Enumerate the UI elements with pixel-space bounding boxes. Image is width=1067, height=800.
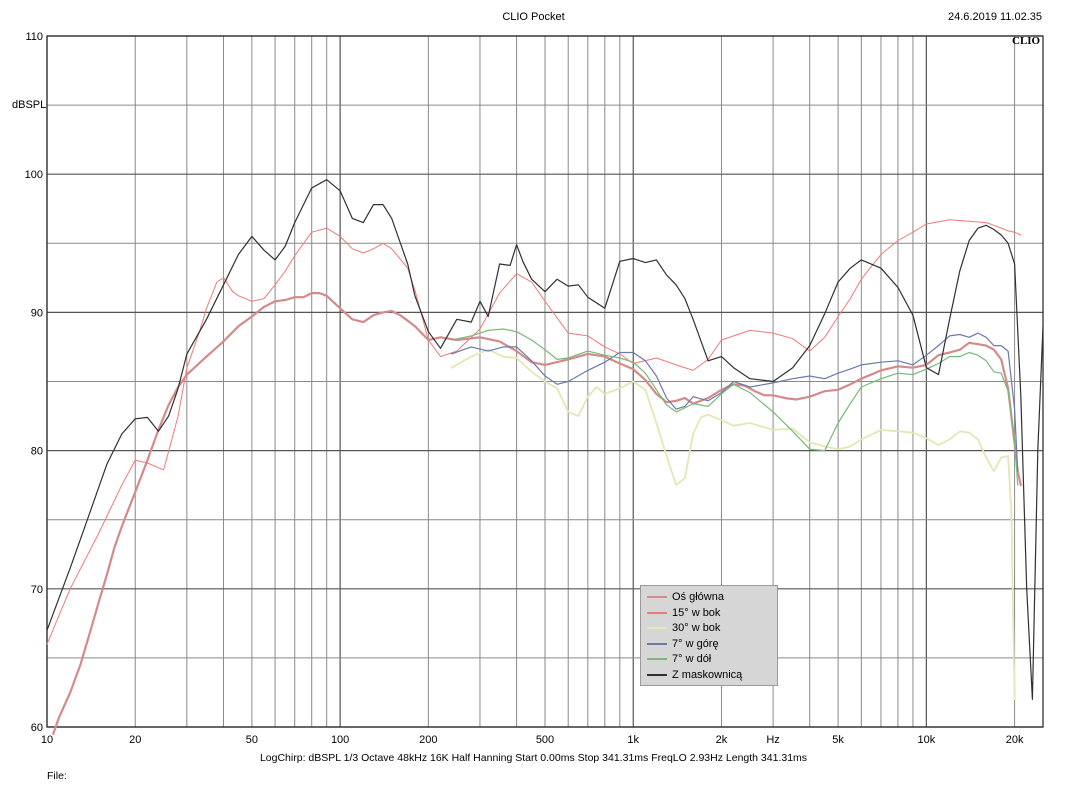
x-tick-label: 100 xyxy=(331,734,349,746)
legend-label: Oś główna xyxy=(672,591,724,603)
legend-swatch xyxy=(647,658,667,660)
legend-item: Z maskownicą xyxy=(647,668,742,682)
file-label: File: xyxy=(47,770,67,782)
y-tick-label: 80 xyxy=(31,446,43,458)
series-line-6 xyxy=(46,179,1044,701)
chart-legend: Oś główna 15° w bok 30° w bok 7° w górę 7° w… xyxy=(640,585,778,686)
legend-label: 7° w dół xyxy=(672,653,712,665)
legend-label: 30° w bok xyxy=(672,622,721,634)
legend-label: 15° w bok xyxy=(672,606,721,619)
x-tick-label: 1k xyxy=(627,734,639,746)
legend-swatch xyxy=(647,627,667,629)
legend-item: Oś główna xyxy=(647,590,724,604)
x-tick-label: 10k xyxy=(917,734,935,746)
y-tick-label: 60 xyxy=(31,722,43,734)
y-tick-label: 110 xyxy=(25,31,43,43)
series-line-3 xyxy=(450,348,1016,701)
clio-logo: CLIO xyxy=(1012,35,1041,47)
plot-frame xyxy=(46,35,1044,728)
legend-swatch xyxy=(647,611,667,614)
series-line-1 xyxy=(52,292,1022,736)
legend-swatch xyxy=(647,642,667,645)
x-tick-label: 20 xyxy=(129,734,141,746)
x-tick-label: 50 xyxy=(246,734,258,746)
legend-label: 7° w górę xyxy=(672,637,719,650)
legend-item: 7° w dół xyxy=(647,652,711,666)
x-tick-label: 5k xyxy=(832,734,844,746)
measurement-parameters: LogChirp: dBSPL 1/3 Octave 48kHz 16K Hal… xyxy=(259,752,808,764)
x-tick-label: 500 xyxy=(536,734,554,746)
y-tick-label: 100 xyxy=(25,169,43,181)
series-line-5 xyxy=(451,328,1019,486)
legend-label: Z maskownicą xyxy=(672,668,743,681)
legend-item: 15° w bok xyxy=(647,606,720,620)
series-line-2 xyxy=(46,219,1022,645)
chart-timestamp: 24.6.2019 11.02.35 xyxy=(948,11,1042,23)
x-tick-label: 2k xyxy=(716,734,728,746)
x-tick-label: 20k xyxy=(1006,734,1024,746)
y-tick-label: 90 xyxy=(31,307,43,319)
series-line-4 xyxy=(451,332,1019,472)
y-tick-label: 70 xyxy=(31,584,43,596)
legend-item: 30° w bok xyxy=(647,621,720,635)
x-tick-label: 10 xyxy=(41,734,53,746)
y-axis-label: dBSPL xyxy=(12,99,47,111)
chart-title: CLIO Pocket xyxy=(502,11,565,23)
x-tick-label: 200 xyxy=(419,734,437,746)
legend-swatch xyxy=(647,673,667,676)
x-axis-label: Hz xyxy=(766,734,779,746)
legend-swatch xyxy=(647,596,667,598)
legend-item: 7° w górę xyxy=(647,637,719,651)
